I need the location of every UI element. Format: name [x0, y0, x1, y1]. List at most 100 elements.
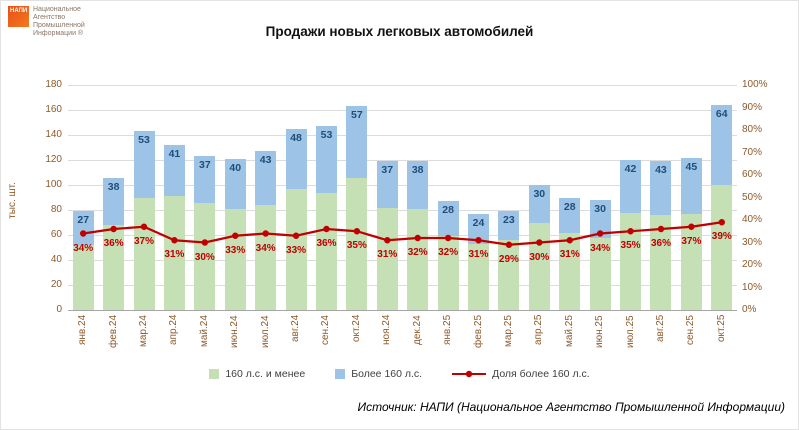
- right-axis-tick-label: 70%: [742, 146, 763, 158]
- napi-logo-text: Национальное Агентство Промышленной Инфо…: [33, 6, 85, 38]
- legend-item-share: Доля более 160 л.с.: [452, 368, 590, 380]
- napi-logo: НАПИ Национальное Агентство Промышленной…: [8, 6, 85, 38]
- bar-value-label: 57: [351, 109, 363, 122]
- green-swatch-icon: [209, 369, 220, 379]
- blue-swatch-icon: [335, 369, 346, 379]
- bar-segment-under160: [103, 225, 125, 310]
- y-axis: 0 20 40 60 80 100 120 140 160 180: [30, 79, 62, 315]
- bar-value-label: 64: [715, 108, 728, 120]
- bar-segment-over160: 57: [346, 106, 368, 178]
- legend-label-over160: Более 160 л.с.: [351, 368, 423, 380]
- bar-segment-under160: [194, 202, 216, 310]
- x-axis-label: окт.24: [350, 315, 362, 343]
- bar-segment-under160: [680, 213, 702, 310]
- bar-column: 53: [129, 85, 159, 310]
- x-axis-label: дек.24: [411, 315, 423, 345]
- bar-segment-over160: 30: [589, 200, 611, 238]
- y-axis-tick-label: 100: [45, 179, 62, 190]
- legend-item-over160: Более 160 л.с.: [335, 368, 422, 380]
- bar-segment-over160: 38: [407, 161, 429, 209]
- bar-segment-under160: [315, 192, 337, 310]
- bar-column: 64: [707, 85, 737, 310]
- bar-value-label: 28: [563, 200, 576, 213]
- bar-segment-over160: 64: [711, 105, 733, 185]
- y-axis-tick-label: 80: [50, 204, 62, 215]
- gridline: [68, 85, 737, 86]
- x-axis-label: ноя.24: [381, 315, 393, 346]
- bar-column: 48: [281, 85, 311, 310]
- bar-segment-over160: 43: [650, 161, 672, 215]
- x-axis-label: апр.25: [533, 315, 545, 346]
- bar-segment-under160: [285, 188, 307, 310]
- bar-value-label: 53: [138, 134, 150, 147]
- right-axis-tick-label: 80%: [742, 124, 763, 135]
- right-axis-tick-label: 50%: [742, 191, 763, 203]
- bar-segment-under160: [255, 205, 277, 310]
- bar-segment-under160: [437, 236, 459, 310]
- bar-segment-over160: 41: [163, 145, 185, 197]
- bar-segment-under160: [407, 208, 429, 310]
- x-axis-label: июл.25: [624, 315, 636, 348]
- bar-column: 42: [615, 85, 645, 310]
- bar-segment-over160: 24: [467, 213, 489, 244]
- bar-value-label: 43: [259, 154, 272, 167]
- logo-line-2: Агентство: [33, 14, 66, 21]
- x-axis-label: май.25: [563, 315, 575, 347]
- bar-segment-over160: 45: [680, 157, 702, 214]
- bar-value-label: 41: [168, 148, 181, 160]
- x-axis-label: окт.25: [715, 315, 727, 343]
- gridline: [68, 260, 737, 261]
- bar-column: 24: [463, 85, 493, 310]
- bar-value-label: 40: [229, 161, 242, 174]
- legend: 160 л.с. и менее Более 160 л.с. Доля бол…: [0, 368, 799, 380]
- bar-value-label: 27: [77, 214, 90, 227]
- logo-line-4: Информации ®: [33, 30, 84, 37]
- bar-column: 28: [433, 85, 463, 310]
- bar-segment-under160: [589, 237, 611, 310]
- bar-column: 43: [250, 85, 280, 310]
- bar-column: 43: [646, 85, 676, 310]
- bar-column: 53: [311, 85, 341, 310]
- bar-value-label: 38: [107, 180, 120, 193]
- right-axis: 0% 10% 20% 30% 40% 50% 60% 70% 80% 90% 100%: [742, 79, 786, 315]
- y-axis-tick-label: 0: [56, 304, 62, 315]
- bar-value-label: 43: [655, 164, 667, 177]
- bar-value-label: 45: [685, 160, 698, 173]
- x-axis-label: фев.24: [107, 315, 119, 349]
- gridline: [68, 110, 737, 111]
- bar-segment-under160: [620, 212, 642, 310]
- logo-line-1: Национальное: [33, 6, 81, 13]
- bar-column: 37: [372, 85, 402, 310]
- bar-segment-over160: 37: [376, 161, 398, 208]
- x-axis: янв.24 фев.24 мар.24 апр.24 май.24 июн.24 июл.…: [68, 313, 737, 367]
- bar-segment-over160: 48: [285, 128, 307, 189]
- bar-value-label: 37: [381, 164, 394, 177]
- bar-column: 28: [555, 85, 585, 310]
- bars: 27 38 53 41 37 40 43 48 53 57 37 38 28 24 23 30 28 30 42 43…: [68, 85, 737, 310]
- bar-segment-under160: [376, 207, 398, 310]
- bar-segment-under160: [711, 185, 733, 310]
- x-axis-label: апр.24: [168, 315, 180, 346]
- bar-value-label: 30: [594, 203, 606, 215]
- bar-segment-under160: [346, 177, 368, 310]
- bar-segment-over160: 27: [72, 211, 94, 245]
- x-axis-label: сен.25: [685, 315, 697, 345]
- right-axis-tick-label: 0%: [742, 304, 757, 315]
- gridline: [68, 210, 737, 211]
- right-axis-tick-label: 100%: [742, 79, 768, 90]
- bar-value-label: 53: [320, 129, 333, 142]
- bar-segment-under160: [498, 240, 520, 310]
- bar-value-label: 48: [290, 131, 302, 144]
- bar-segment-under160: [559, 232, 581, 310]
- bar-segment-over160: 38: [103, 177, 125, 225]
- bar-value-label: 38: [411, 164, 424, 177]
- x-axis-label: фев.25: [472, 315, 484, 349]
- bar-column: 30: [585, 85, 615, 310]
- bar-column: 41: [159, 85, 189, 310]
- right-axis-tick-label: 20%: [742, 259, 763, 270]
- right-axis-tick-label: 10%: [742, 281, 763, 293]
- y-axis-tick-label: 60: [50, 229, 62, 240]
- bar-column: 23: [494, 85, 524, 310]
- bar-segment-under160: [224, 208, 246, 310]
- x-axis-label: сен.24: [320, 315, 332, 345]
